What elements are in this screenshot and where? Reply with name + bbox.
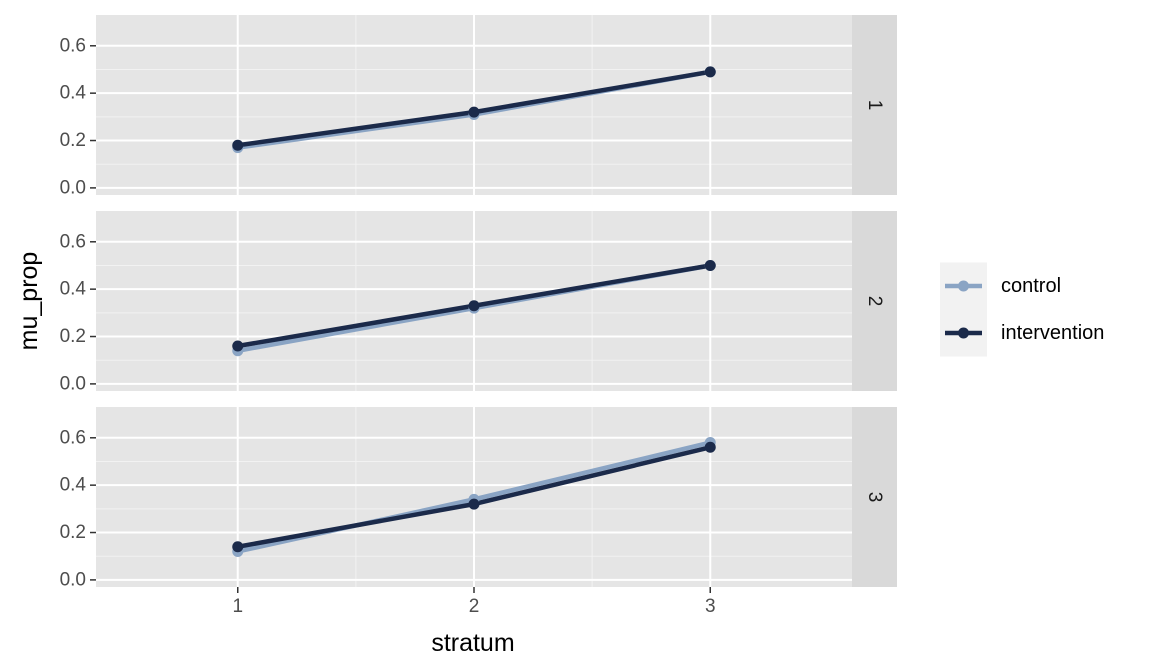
data-point-intervention [232,139,244,151]
y-axis-title: mu_prop [15,252,43,351]
panels-layer: 1 2 3 [96,15,897,587]
axes-layer: 0.0 0.2 0.4 0.6 0.0 0.2 0.4 0.6 0.0 0.2 0.4 0.6 1 2 3 [60,35,716,617]
data-point-intervention [468,498,480,510]
y-tick-label: 0.6 [60,231,86,252]
facet-panel-3: 3 [96,407,897,587]
data-point-intervention [704,259,716,271]
facet-strip [852,211,897,391]
legend-item-intervention: intervention [940,309,1104,357]
legend-label: intervention [1001,322,1104,344]
y-tick-label: 0.6 [60,35,86,56]
x-tick-label: 1 [232,596,243,617]
y-tick-label: 0.4 [60,475,87,496]
y-tick-label: 0.2 [60,522,86,543]
data-point-intervention [704,441,716,453]
y-tick-label: 0.2 [60,326,86,347]
facet-panel-2: 2 [96,211,897,391]
facet-strip [852,15,897,195]
y-tick-label: 0.0 [60,177,86,198]
facet-strip-label: 1 [864,100,885,111]
data-point-intervention [468,300,480,312]
data-point-intervention [704,66,716,78]
legend: control intervention [940,262,1104,357]
legend-key-point [958,280,969,292]
y-tick-label: 0.4 [60,83,87,104]
legend-label: control [1001,275,1061,297]
y-tick-label: 0.0 [60,373,86,394]
facet-strip [852,407,897,587]
facet-strip-label: 3 [864,492,885,503]
legend-item-control: control [940,262,1061,310]
facet-strip-label: 2 [864,296,885,307]
x-tick-label: 2 [469,596,480,617]
data-point-intervention [468,106,480,118]
y-tick-label: 0.6 [60,427,86,448]
facet-panel-1: 1 [96,15,897,195]
data-point-intervention [232,541,244,553]
legend-key-point [958,327,969,339]
data-point-intervention [232,340,244,352]
y-tick-label: 0.4 [60,279,87,300]
x-axis-title: stratum [431,629,514,657]
y-tick-label: 0.2 [60,130,86,151]
x-tick-label: 3 [705,596,716,617]
y-tick-label: 0.0 [60,569,86,590]
